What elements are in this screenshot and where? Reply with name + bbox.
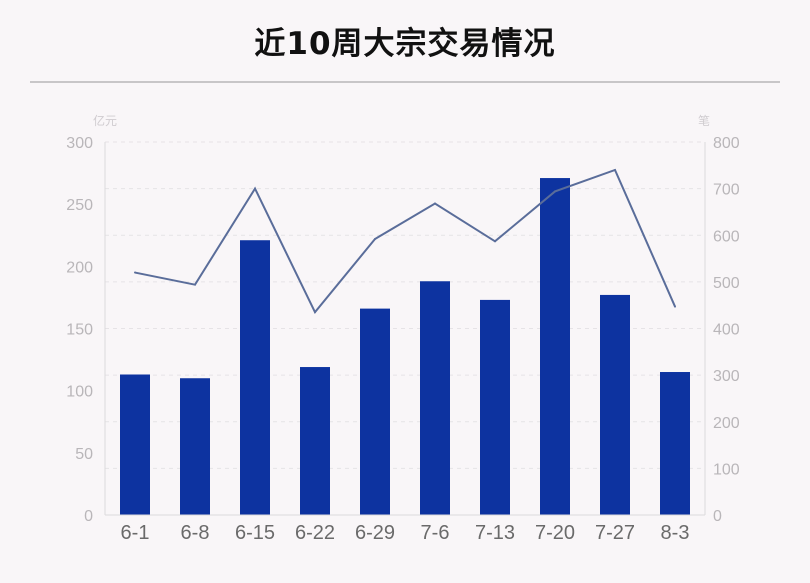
right-axis-tick-label: 300 (713, 368, 740, 385)
bar (360, 308, 390, 515)
x-axis-tick-label: 7-27 (595, 522, 635, 544)
left-axis-tick-label: 300 (66, 135, 93, 152)
line-point (674, 305, 676, 308)
line-point (374, 237, 376, 240)
bar (240, 240, 270, 515)
bar (660, 372, 690, 515)
left-axis-tick-label: 50 (75, 446, 93, 463)
line-point (314, 311, 316, 314)
right-axis-tick-label: 400 (713, 322, 740, 339)
x-axis-tick-label: 6-15 (235, 522, 275, 544)
chart-title: 近10周大宗交易情况 (254, 26, 556, 62)
line-point (254, 187, 256, 190)
x-axis-tick-label: 6-22 (295, 522, 335, 544)
x-axis-tick-label: 7-20 (535, 522, 575, 544)
title-divider (30, 81, 780, 83)
right-axis-tick-label: 600 (713, 228, 740, 245)
series-line (134, 168, 676, 315)
bar (480, 299, 510, 515)
left-axis-tick-label: 200 (66, 259, 93, 276)
x-axis-tick-label: 6-8 (181, 522, 210, 544)
line-layer (134, 168, 676, 315)
left-axis-tick-label: 0 (84, 508, 93, 525)
line-point (614, 168, 616, 171)
line-point (554, 190, 556, 193)
right-axis-tick-label: 700 (713, 182, 740, 199)
right-axis-tick-label: 500 (713, 275, 740, 292)
x-axis-tick-label: 7-13 (475, 522, 515, 544)
x-axis-tick-label: 7-6 (421, 522, 450, 544)
bar (300, 367, 330, 515)
line-point (434, 202, 436, 205)
bar (120, 374, 150, 515)
x-axis-tick-label: 8-3 (661, 522, 690, 544)
x-axis-tick-label: 6-1 (121, 522, 150, 544)
bar (600, 294, 630, 515)
line-point (134, 271, 136, 274)
right-axis-tick-label: 800 (713, 135, 740, 152)
bar (540, 178, 570, 515)
bar (420, 281, 450, 515)
line-point (494, 240, 496, 243)
right-axis-tick-label: 100 (713, 461, 740, 478)
x-axis-tick-label: 6-29 (355, 522, 395, 544)
bar (180, 378, 210, 515)
left-axis-tick-label: 100 (66, 384, 93, 401)
axis-layer: 亿元 笔 0 50 100 150 200 250 300 0 100 200 300 400 500 6… (66, 113, 740, 544)
right-axis-tick-label: 0 (713, 508, 722, 525)
right-axis-unit: 笔 (698, 113, 710, 128)
left-axis-tick-label: 150 (66, 322, 93, 339)
right-axis-tick-label: 200 (713, 415, 740, 432)
left-axis-unit: 亿元 (93, 113, 117, 128)
line-point (194, 283, 196, 286)
bar-layer (120, 178, 690, 515)
left-axis-tick-label: 250 (66, 197, 93, 214)
